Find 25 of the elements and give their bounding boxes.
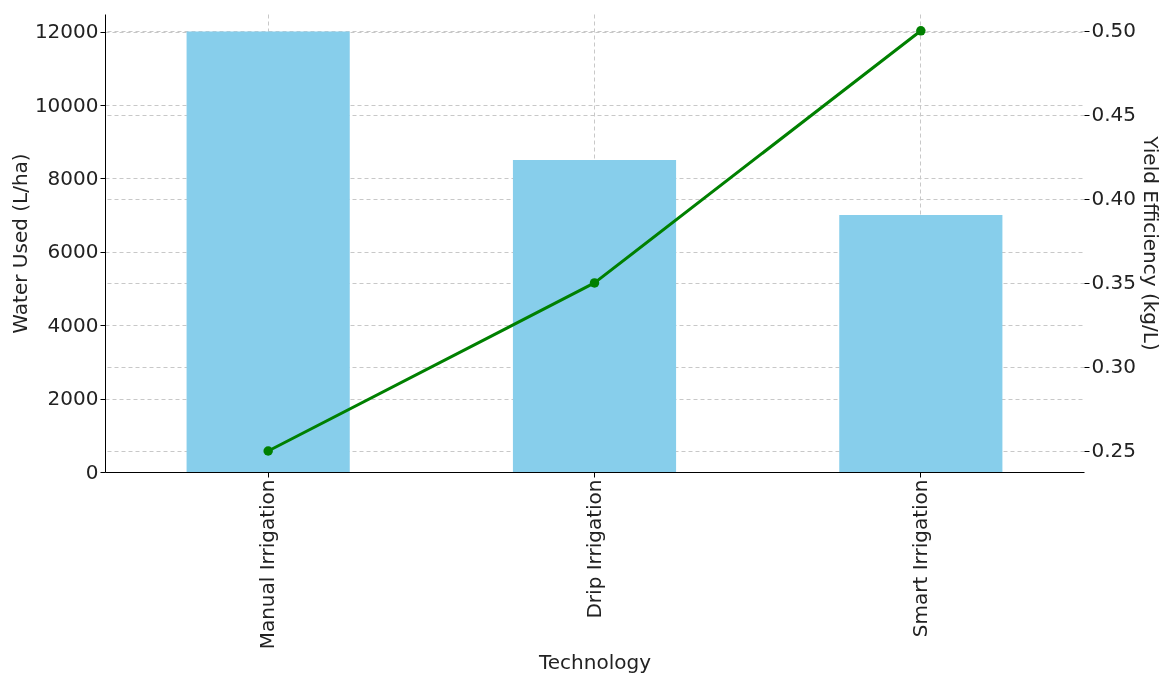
y-tick-label: 10000 [34,92,99,117]
point [589,278,600,288]
x-tick-label: Drip Irrigation [581,479,606,619]
y2-tick-label: 0.40 [1091,186,1137,211]
y2-tick-label: 0.25 [1091,438,1137,463]
y-axis-title: Water Used (L/ha) [7,153,32,334]
y-tick-label: 2000 [47,386,99,411]
point [916,26,926,36]
y2-tick-label: 0.35 [1091,270,1137,295]
point [263,446,273,456]
y-tick-label: 12000 [34,19,99,44]
y-tick-label: 8000 [47,165,99,190]
x-tick-label: Manual Irrigation [255,479,280,650]
x-axis-title: Technology [537,650,652,675]
y2-tick-label: 0.50 [1091,18,1137,43]
x-tick-label: Smart Irrigation [907,479,932,638]
y2-axis-title: Yield Efficiency (kg/L) [1139,135,1164,351]
y2-tick-label: 0.45 [1091,102,1137,127]
y-tick-label: 0 [85,459,99,484]
bar [839,215,1003,472]
bar [186,31,350,472]
bar [512,160,677,472]
y2-tick-label: 0.30 [1091,354,1137,379]
y-tick-label: 6000 [47,239,99,264]
y-tick-label: 4000 [47,312,99,337]
